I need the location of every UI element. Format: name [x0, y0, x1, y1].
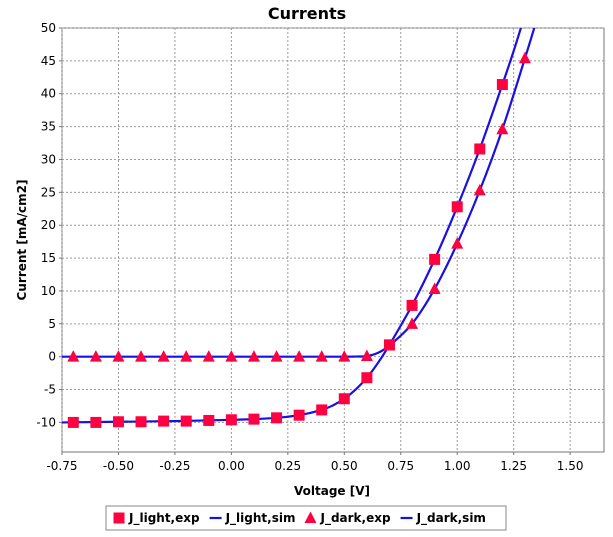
- data-point-square: [112, 416, 124, 428]
- data-point-square: [203, 414, 215, 426]
- legend-item: J_light,exp: [113, 511, 200, 526]
- legend-box: [105, 505, 507, 531]
- data-point-square: [429, 253, 441, 265]
- y-tick-label: 5: [48, 317, 56, 331]
- x-tick-label: 1.50: [557, 459, 584, 473]
- data-point-triangle: [518, 51, 531, 64]
- legend-item: J_dark,exp: [304, 511, 391, 526]
- y-tick-label: 25: [41, 185, 56, 199]
- data-point-triangle: [428, 282, 441, 294]
- legend-item: J_light,sim: [209, 511, 296, 526]
- axis-ticks: -0.75 -0.50 -0.25 0.00 0.25 0.50 0.75 1.00 1.25 1…: [36, 21, 583, 473]
- data-point-triangle: [293, 350, 306, 362]
- series-line: [62, 28, 536, 358]
- y-tick-label: 50: [41, 21, 56, 35]
- y-tick-label: 0: [48, 350, 56, 364]
- x-tick-label: 1.25: [500, 459, 527, 473]
- data-point-triangle: [135, 350, 148, 362]
- y-tick-label: 40: [41, 87, 56, 101]
- data-point-square: [158, 415, 170, 427]
- data-point-triangle: [496, 122, 509, 135]
- data-point-square: [180, 415, 192, 427]
- data-point-square: [451, 201, 463, 213]
- series-j-dark-sim: [62, 28, 536, 358]
- x-tick-label: -0.50: [103, 459, 134, 473]
- data-point-triangle: [67, 350, 80, 362]
- x-tick-label: 0.75: [387, 459, 414, 473]
- legend-label: J_light,exp: [128, 511, 200, 526]
- data-point-triangle: [383, 339, 396, 351]
- data-point-square: [361, 372, 373, 384]
- data-point-square: [293, 409, 305, 421]
- plot-area: [61, 27, 605, 453]
- data-point-triangle: [406, 317, 419, 329]
- data-point-triangle: [225, 350, 238, 362]
- legend-marker-triangle: [304, 511, 317, 523]
- x-tick-label: -0.75: [46, 459, 77, 473]
- data-point-triangle: [473, 183, 486, 196]
- grid-lines: [61, 27, 604, 452]
- data-point-triangle: [315, 350, 328, 362]
- data-point-square: [90, 416, 102, 428]
- data-point-triangle: [157, 350, 170, 362]
- data-point-square: [406, 299, 418, 311]
- legend-label: J_dark,exp: [319, 511, 390, 526]
- data-point-square: [338, 393, 350, 405]
- data-point-triangle: [451, 237, 464, 249]
- y-tick-label: -10: [36, 415, 56, 429]
- legend-label: J_dark,sim: [416, 511, 486, 526]
- series-j-light-sim: [62, 28, 523, 424]
- legend-item: J_dark,sim: [400, 511, 486, 526]
- data-point-square: [271, 412, 283, 424]
- data-series: [62, 28, 536, 428]
- data-point-triangle: [338, 350, 351, 362]
- data-point-square: [496, 79, 508, 91]
- data-point-triangle: [180, 350, 193, 362]
- series-j-dark-exp: [67, 51, 531, 362]
- chart-title: Currents: [268, 4, 346, 23]
- x-tick-label: 0.25: [274, 459, 301, 473]
- y-tick-label: 35: [41, 120, 56, 134]
- data-point-triangle: [202, 350, 215, 362]
- legend-marker-square: [113, 512, 125, 524]
- x-axis-label: Voltage [V]: [294, 484, 370, 498]
- y-tick-label: 45: [41, 54, 56, 68]
- legend: J_light,exp J_light,sim J_dark,exp J_dark,s…: [105, 505, 507, 531]
- data-point-square: [316, 404, 328, 416]
- data-point-triangle: [360, 349, 373, 362]
- x-tick-label: 0.00: [218, 459, 245, 473]
- data-point-square: [67, 416, 79, 428]
- series-line: [62, 28, 523, 424]
- x-tick-label: 0.50: [331, 459, 358, 473]
- data-point-triangle: [112, 350, 125, 362]
- legend-label: J_light,sim: [225, 511, 296, 526]
- x-tick-label: -0.25: [159, 459, 190, 473]
- y-axis-label: Current [mA/cm2]: [15, 180, 29, 301]
- y-tick-label: 15: [41, 251, 56, 265]
- data-point-square: [135, 416, 147, 428]
- data-point-triangle: [247, 350, 260, 362]
- x-tick-label: 1.00: [444, 459, 471, 473]
- y-tick-label: 10: [41, 284, 56, 298]
- data-point-square: [225, 414, 237, 426]
- data-point-square: [474, 143, 486, 155]
- data-point-triangle: [89, 350, 102, 362]
- y-tick-label: 30: [41, 152, 56, 166]
- y-tick-label: -5: [44, 383, 56, 397]
- data-point-square: [248, 413, 260, 425]
- y-tick-label: 20: [41, 218, 56, 232]
- data-point-triangle: [270, 350, 283, 362]
